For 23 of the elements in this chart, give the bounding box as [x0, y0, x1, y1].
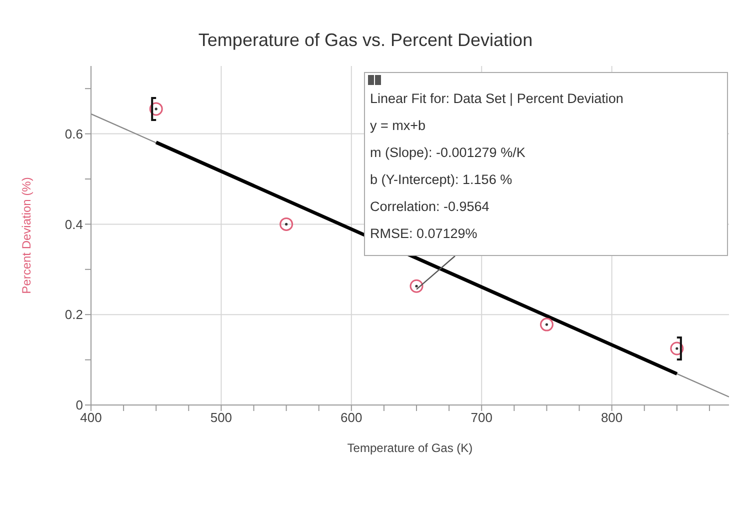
- x-tick-label: 800: [600, 410, 623, 426]
- point: [149, 102, 163, 116]
- x-tick-label: 600: [340, 410, 362, 426]
- chart-title: Temperature of Gas vs. Percent Deviation: [197, 30, 534, 51]
- x-tick-label: 700: [470, 410, 492, 426]
- y-tick-label: 0: [76, 398, 83, 413]
- annotation: Linear Fit for: Data Set | Percent Deviation: [370, 90, 624, 108]
- y-axis-title: Percent Deviation (%): [19, 177, 34, 294]
- annotation: Correlation: -0.9564: [370, 198, 490, 216]
- x-axis-title: Temperature of Gas (K): [347, 441, 473, 455]
- annotation: b (Y-Intercept): 1.156 %: [370, 171, 514, 189]
- y-tick-label: 0.4: [64, 216, 83, 232]
- annotation: m (Slope): -0.001279 %/K: [370, 144, 526, 162]
- point: [410, 279, 424, 293]
- point: [540, 318, 554, 332]
- x-tick-label: 500: [210, 410, 232, 426]
- x-tick-label: 400: [80, 410, 102, 426]
- point: [280, 217, 294, 231]
- y-tick-label: 0.2: [64, 307, 83, 322]
- point: [670, 342, 684, 356]
- annotation: RMSE: 0.07129%: [370, 225, 478, 243]
- annotation: y = mx+b: [370, 117, 427, 135]
- y-tick-label: 0.6: [64, 126, 83, 142]
